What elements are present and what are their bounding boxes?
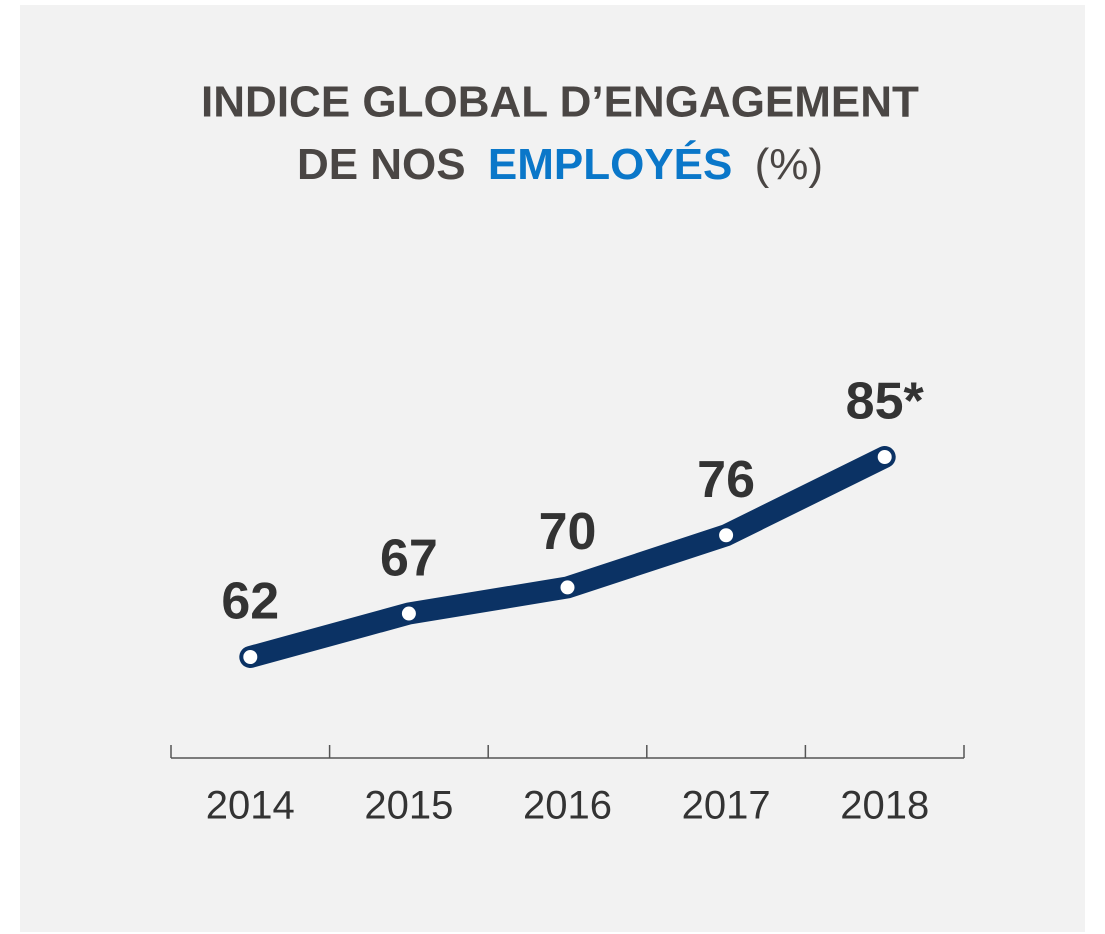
chart-title: DE NOS EMPLOYÉS (%) xyxy=(297,139,823,189)
x-tick-label: 2017 xyxy=(682,784,771,828)
x-tick-label: 2018 xyxy=(840,784,929,828)
x-tick-label: 2015 xyxy=(364,784,453,828)
data-point xyxy=(717,526,736,545)
title-highlight: EMPLOYÉS xyxy=(488,139,733,189)
data-point xyxy=(241,648,260,666)
data-label: 85* xyxy=(846,373,925,431)
data-point xyxy=(558,578,577,597)
data-point xyxy=(399,604,418,623)
data-label: 76 xyxy=(697,451,755,509)
data-point xyxy=(875,448,894,466)
data-label: 67 xyxy=(380,529,438,587)
chart-title: INDICE GLOBAL D’ENGAGEMENT xyxy=(201,78,919,127)
x-tick-label: 2016 xyxy=(523,784,612,828)
title-unit: (%) xyxy=(755,140,823,189)
data-label: 70 xyxy=(539,503,597,561)
title-part: DE NOS xyxy=(297,140,466,189)
x-tick-label: 2014 xyxy=(206,784,295,828)
card-background xyxy=(20,5,1085,932)
data-label: 62 xyxy=(221,573,279,631)
